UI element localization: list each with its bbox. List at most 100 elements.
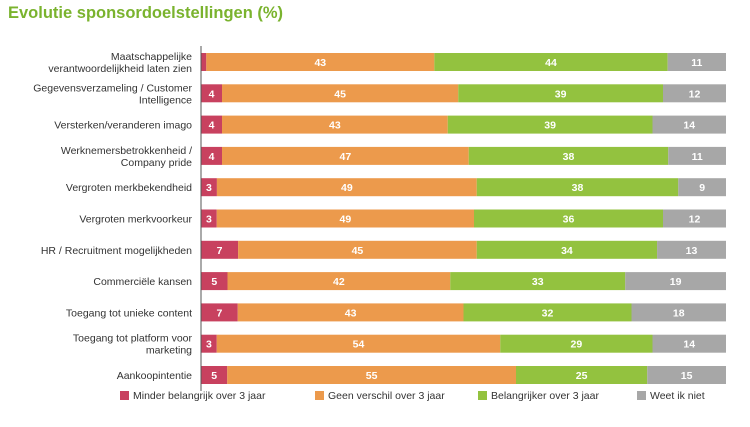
data-label: 45 xyxy=(352,245,364,257)
data-label: 43 xyxy=(329,120,341,132)
data-label: 3 xyxy=(206,214,212,226)
bar-segment xyxy=(222,115,448,134)
bar-segment xyxy=(663,209,726,228)
category-label: Vergroten merkvoorkeur xyxy=(79,214,192,226)
category-label: Vergroten merkbekendheid xyxy=(66,182,192,194)
data-label: 19 xyxy=(670,276,682,288)
bar-segment xyxy=(201,366,228,384)
category-label: Gegevensverzameling / Customer xyxy=(33,82,192,94)
data-label: 49 xyxy=(341,182,353,194)
bar-segment xyxy=(201,146,222,165)
bar-segment xyxy=(625,272,726,291)
category-label: verantwoordelijkheid laten zien xyxy=(48,63,192,75)
legend-swatch xyxy=(315,391,324,400)
bar-segment xyxy=(668,146,726,165)
bar-segment xyxy=(474,209,663,228)
bar-segment xyxy=(227,366,516,384)
data-label: 29 xyxy=(571,339,583,351)
bar-segment xyxy=(476,240,658,259)
bar-segment xyxy=(450,272,626,291)
legend-label: Weet ik niet xyxy=(650,390,705,402)
category-label: Aankoopintentie xyxy=(117,370,192,382)
data-label: 55 xyxy=(366,370,378,382)
data-label: 36 xyxy=(563,214,575,226)
bar-segment xyxy=(206,53,435,71)
bar-segment xyxy=(516,366,648,384)
category-label: Company pride xyxy=(121,157,192,169)
data-label: 33 xyxy=(532,276,544,288)
data-label: 14 xyxy=(683,339,695,351)
bar-segment xyxy=(631,303,726,322)
bar-segment xyxy=(468,146,669,165)
category-label: Maatschappelijke xyxy=(111,51,192,63)
bars-layer: 43 44 11 4 45 39 12 4 43 39 14 4 47 38 11 3 49 38 9 3 49 36 12… xyxy=(201,53,726,384)
bar-segment xyxy=(201,240,239,259)
data-label: 42 xyxy=(333,276,345,288)
data-label: 38 xyxy=(572,182,584,194)
data-label: 9 xyxy=(699,182,705,194)
data-label: 4 xyxy=(209,151,215,163)
data-label: 43 xyxy=(314,57,326,69)
data-label: 3 xyxy=(206,339,212,351)
bar-segment xyxy=(222,146,469,165)
legend-label: Geen verschil over 3 jaar xyxy=(328,390,445,402)
bar-segment xyxy=(663,84,726,103)
legend-swatch xyxy=(120,391,129,400)
bar-segment xyxy=(434,53,668,71)
data-label: 39 xyxy=(555,88,567,100)
category-label: Versterken/veranderen imago xyxy=(54,120,192,132)
legend: Minder belangrijk over 3 jaar Geen versch… xyxy=(120,390,705,402)
data-label: 3 xyxy=(206,182,212,194)
data-label: 12 xyxy=(689,88,701,100)
data-label: 15 xyxy=(681,370,693,382)
data-label: 25 xyxy=(576,370,588,382)
data-label: 18 xyxy=(673,307,685,319)
bar-segment xyxy=(201,84,222,103)
category-label: Commerciële kansen xyxy=(93,276,192,288)
bar-segment xyxy=(652,334,726,353)
bar-segment xyxy=(463,303,632,322)
bar-segment xyxy=(500,334,653,353)
bar-segment xyxy=(201,178,217,197)
bar-segment xyxy=(237,303,464,322)
data-label: 38 xyxy=(563,151,575,163)
data-label: 5 xyxy=(211,276,217,288)
bar-segment xyxy=(657,240,726,259)
bar-segment xyxy=(227,272,451,291)
bar-segment xyxy=(447,115,653,134)
category-label: Intelligence xyxy=(139,94,192,106)
data-label: 13 xyxy=(686,245,698,257)
chart-title: Evolutie sponsordoelstellingen (%) xyxy=(8,4,284,22)
bar-segment xyxy=(216,334,501,353)
data-label: 32 xyxy=(542,307,554,319)
bar-segment xyxy=(201,209,217,228)
bar-segment xyxy=(201,303,238,322)
bar-segment xyxy=(216,209,474,228)
bar-segment xyxy=(222,84,459,103)
bar-segment xyxy=(216,178,477,197)
legend-label: Minder belangrijk over 3 jaar xyxy=(133,390,266,402)
data-label: 49 xyxy=(340,214,352,226)
category-label: HR / Recruitment mogelijkheden xyxy=(41,245,192,257)
data-label: 11 xyxy=(691,57,702,69)
data-label: 4 xyxy=(209,88,215,100)
data-label: 45 xyxy=(334,88,346,100)
bar-segment xyxy=(476,178,679,197)
data-label: 54 xyxy=(353,339,365,351)
data-label: 7 xyxy=(217,245,223,257)
data-label: 39 xyxy=(544,120,556,132)
bar-segment xyxy=(458,84,663,103)
data-label: 11 xyxy=(692,151,703,163)
bar-segment xyxy=(647,366,726,384)
bar-segment xyxy=(238,240,477,259)
bar-segment xyxy=(201,334,217,353)
bar-segment xyxy=(201,53,207,71)
data-label: 4 xyxy=(209,120,215,132)
bar-segment xyxy=(678,178,726,197)
category-label: Toegang tot platform voor xyxy=(73,333,193,345)
data-label: 44 xyxy=(545,57,557,69)
legend-label: Belangrijker over 3 jaar xyxy=(491,390,599,402)
data-label: 34 xyxy=(561,245,573,257)
